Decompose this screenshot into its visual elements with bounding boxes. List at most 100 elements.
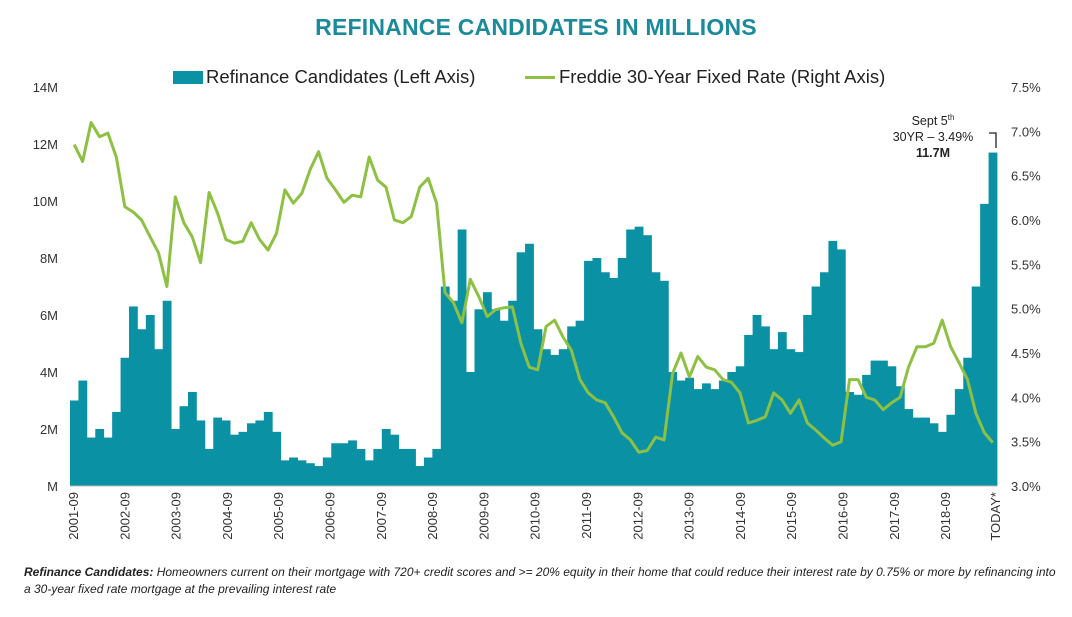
- bar: [735, 366, 745, 486]
- x-tick-label: 2010-09: [528, 492, 543, 540]
- bar: [870, 360, 880, 486]
- bar: [718, 380, 728, 486]
- bar: [474, 309, 484, 486]
- bar: [272, 431, 282, 486]
- bar: [373, 448, 383, 486]
- bar: [305, 463, 315, 486]
- x-tick-label: 2013-09: [682, 492, 697, 540]
- bar: [685, 377, 695, 486]
- bar: [938, 431, 947, 486]
- bar: [70, 400, 79, 486]
- bar: [668, 372, 678, 486]
- left-tick-label: M: [47, 479, 58, 494]
- bar: [339, 443, 349, 486]
- rate-line: [72, 121, 994, 454]
- right-tick-label: 3.5%: [1011, 435, 1041, 450]
- bar: [921, 417, 930, 486]
- bar: [676, 380, 686, 486]
- footnote: Refinance Candidates: Homeowners current…: [24, 564, 1064, 598]
- bar: [643, 235, 652, 486]
- right-tick-label: 7.5%: [1011, 80, 1041, 95]
- bar: [322, 457, 332, 486]
- bar: [95, 429, 105, 486]
- bar: [112, 411, 121, 486]
- bar: [853, 394, 863, 486]
- x-tick-label: 2001-09: [66, 492, 81, 540]
- bar: [702, 383, 711, 486]
- bar: [179, 406, 189, 486]
- x-tick-label: 2016-09: [836, 492, 851, 540]
- bar: [710, 389, 720, 486]
- bar: [761, 326, 770, 486]
- bar: [929, 423, 939, 486]
- bar: [381, 429, 391, 486]
- bar: [862, 374, 871, 486]
- bar: [558, 349, 568, 486]
- bar: [491, 309, 501, 486]
- bar: [693, 389, 703, 486]
- x-tick-label: 2003-09: [169, 492, 184, 540]
- bar: [508, 300, 518, 486]
- bar: [204, 448, 214, 486]
- bar: [803, 315, 812, 486]
- bar: [777, 332, 787, 486]
- right-tick-label: 5.0%: [1011, 302, 1041, 317]
- x-tick-label: 2008-09: [425, 492, 440, 540]
- x-tick-label: 2012-09: [630, 492, 645, 540]
- annotation-date-suffix: th: [947, 113, 955, 122]
- bar: [162, 300, 172, 486]
- bar: [331, 443, 341, 486]
- bar: [550, 354, 560, 486]
- left-tick-label: 2M: [40, 422, 58, 437]
- bar: [440, 286, 450, 486]
- bar: [449, 300, 459, 486]
- bar: [103, 437, 113, 486]
- x-tick-label: 2004-09: [220, 492, 235, 540]
- bar: [752, 315, 762, 486]
- bar: [516, 252, 526, 486]
- x-tick-label: 2017-09: [887, 492, 902, 540]
- bar: [988, 152, 998, 487]
- bar: [592, 258, 602, 486]
- right-tick-label: 4.5%: [1011, 346, 1041, 361]
- bar: [584, 260, 593, 486]
- legend-swatch-line: [525, 75, 555, 79]
- left-axis: M 2M 4M 6M 8M 10M 12M 14M: [33, 80, 58, 494]
- right-axis: 3.0% 3.5% 4.0% 4.5% 5.0% 5.5% 6.0% 6.5% 7.0% 7.5%: [1011, 80, 1041, 494]
- right-tick-label: 6.0%: [1011, 213, 1041, 228]
- left-tick-label: 12M: [33, 137, 58, 152]
- bar: [482, 292, 492, 486]
- bar: [221, 420, 231, 486]
- bar: [533, 329, 543, 486]
- bar: [600, 272, 610, 486]
- bar: [727, 372, 737, 486]
- bar: [128, 306, 138, 486]
- bar: [466, 372, 475, 486]
- x-tick-label: TODAY*: [988, 492, 1003, 541]
- bar: [541, 349, 551, 486]
- bar: [946, 414, 956, 486]
- left-tick-label: 14M: [33, 80, 58, 95]
- x-tick-label: 2009-09: [476, 492, 491, 540]
- footnote-label: Refinance Candidates:: [24, 565, 154, 579]
- bar: [567, 326, 577, 486]
- legend-label-rate: Freddie 30-Year Fixed Rate (Right Axis): [559, 66, 886, 87]
- bar: [390, 434, 400, 486]
- x-tick-label: 2014-09: [733, 492, 748, 540]
- left-tick-label: 8M: [40, 251, 58, 266]
- bar: [154, 349, 164, 486]
- bar: [432, 448, 442, 486]
- bar: [356, 448, 366, 486]
- right-tick-label: 7.0%: [1011, 124, 1041, 139]
- bar: [263, 411, 273, 486]
- legend-swatch-bar: [173, 70, 203, 84]
- bar: [879, 360, 888, 486]
- chart-plot: M 2M 4M 6M 8M 10M 12M 14M 3.0% 3.5% 4.0% 4.5% 5.0% 5…: [33, 80, 1041, 541]
- bar: [575, 320, 585, 486]
- bar: [187, 391, 197, 486]
- bar: [845, 391, 855, 486]
- bar: [255, 420, 265, 486]
- bar: [364, 460, 374, 486]
- left-tick-label: 4M: [40, 365, 58, 380]
- annotation-rate: 30YR – 3.49%: [892, 130, 974, 145]
